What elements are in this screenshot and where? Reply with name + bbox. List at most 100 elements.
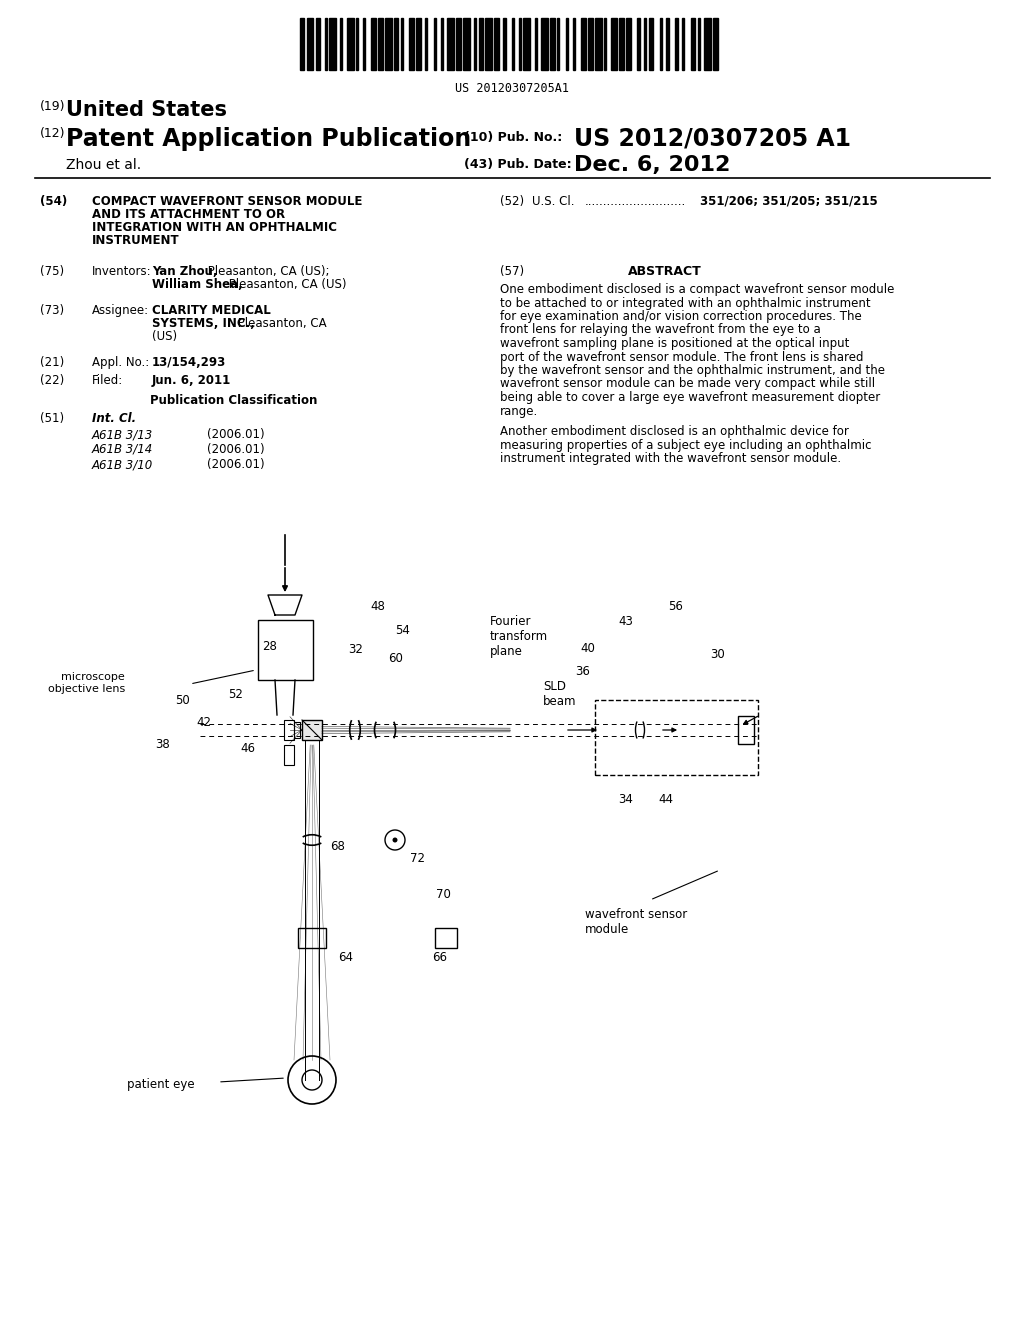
Bar	[300, 18, 304, 70]
Text: US 20120307205A1: US 20120307205A1	[455, 82, 569, 95]
Text: Assignee:: Assignee:	[92, 304, 150, 317]
Bar	[315, 18, 321, 70]
Text: Pleasanton, CA (US);: Pleasanton, CA (US);	[204, 265, 330, 279]
Text: (52): (52)	[500, 195, 524, 209]
Text: 40: 40	[580, 642, 595, 655]
Text: SLD
beam: SLD beam	[543, 680, 577, 708]
Text: to be attached to or integrated with an ophthalmic instrument: to be attached to or integrated with an …	[500, 297, 870, 309]
Text: 351/206; 351/205; 351/215: 351/206; 351/205; 351/215	[700, 195, 878, 209]
Bar	[714, 18, 718, 70]
Text: Patent Application Publication: Patent Application Publication	[66, 127, 471, 150]
Bar	[457, 18, 461, 70]
Text: INSTRUMENT: INSTRUMENT	[92, 234, 179, 247]
Bar	[485, 18, 493, 70]
Text: COMPACT WAVEFRONT SENSOR MODULE: COMPACT WAVEFRONT SENSOR MODULE	[92, 195, 362, 209]
Text: (43) Pub. Date:: (43) Pub. Date:	[464, 158, 571, 172]
Text: instrument integrated with the wavefront sensor module.: instrument integrated with the wavefront…	[500, 451, 841, 465]
Text: Dec. 6, 2012: Dec. 6, 2012	[574, 154, 730, 176]
Bar	[738, 715, 754, 744]
Bar	[697, 18, 699, 70]
Text: Int. Cl.: Int. Cl.	[92, 412, 136, 425]
Bar	[440, 18, 443, 70]
Text: wavefront sensor module can be made very compact while still: wavefront sensor module can be made very…	[500, 378, 876, 391]
Text: A61B 3/14: A61B 3/14	[92, 444, 154, 455]
Text: (10) Pub. No.:: (10) Pub. No.:	[464, 131, 562, 144]
Text: (21): (21)	[40, 356, 65, 370]
Text: CLARITY MEDICAL: CLARITY MEDICAL	[152, 304, 270, 317]
Text: wavefront sensor
module: wavefront sensor module	[585, 908, 687, 936]
Text: 64: 64	[338, 950, 353, 964]
Bar	[474, 18, 476, 70]
Bar	[512, 18, 514, 70]
Bar	[667, 18, 669, 70]
Text: (2006.01): (2006.01)	[207, 458, 264, 471]
Text: Publication Classification: Publication Classification	[150, 393, 317, 407]
Text: (73): (73)	[40, 304, 65, 317]
Text: United States: United States	[66, 100, 227, 120]
Bar	[637, 18, 640, 70]
Bar	[340, 18, 342, 70]
Text: Jun. 6, 2011: Jun. 6, 2011	[152, 374, 231, 387]
Bar	[705, 18, 711, 70]
Text: US 2012/0307205 A1: US 2012/0307205 A1	[574, 127, 851, 150]
Text: 48: 48	[370, 601, 385, 612]
Bar	[659, 18, 662, 70]
Text: SYSTEMS, INC.,: SYSTEMS, INC.,	[152, 317, 255, 330]
Text: A61B 3/13: A61B 3/13	[92, 428, 154, 441]
Bar	[356, 18, 358, 70]
Text: AND ITS ATTACHMENT TO OR: AND ITS ATTACHMENT TO OR	[92, 209, 285, 220]
Bar	[550, 18, 555, 70]
Text: Inventors:: Inventors:	[92, 265, 152, 279]
Bar	[495, 18, 499, 70]
Text: 56: 56	[668, 601, 683, 612]
Text: 30: 30	[710, 648, 725, 661]
Text: Fourier
transform
plane: Fourier transform plane	[490, 615, 548, 657]
Bar	[425, 18, 427, 70]
Text: range.: range.	[500, 404, 539, 417]
Text: (19): (19)	[40, 100, 66, 114]
Text: 60: 60	[388, 652, 402, 665]
Text: Appl. No.:: Appl. No.:	[92, 356, 150, 370]
Bar	[626, 18, 631, 70]
Text: 38: 38	[155, 738, 170, 751]
Text: U.S. Cl.: U.S. Cl.	[532, 195, 574, 209]
Text: (22): (22)	[40, 374, 65, 387]
Bar	[644, 18, 646, 70]
Text: patient eye: patient eye	[127, 1078, 195, 1092]
Bar	[258, 620, 313, 680]
Text: for eye examination and/or vision correction procedures. The: for eye examination and/or vision correc…	[500, 310, 862, 323]
Circle shape	[392, 837, 397, 842]
Text: William Shea,: William Shea,	[152, 279, 243, 290]
Text: by the wavefront sensor and the ophthalmic instrument, and the: by the wavefront sensor and the ophthalm…	[500, 364, 885, 378]
Bar	[394, 18, 398, 70]
Text: measuring properties of a subject eye including an ophthalmic: measuring properties of a subject eye in…	[500, 438, 871, 451]
Text: (57): (57)	[500, 265, 524, 279]
Bar	[400, 18, 402, 70]
Bar	[582, 18, 586, 70]
Bar	[302, 719, 322, 741]
Bar	[284, 719, 294, 741]
Bar	[378, 18, 383, 70]
Bar	[447, 18, 455, 70]
Bar	[557, 18, 559, 70]
Text: A61B 3/10: A61B 3/10	[92, 458, 154, 471]
Bar	[435, 928, 457, 948]
Text: 42: 42	[196, 715, 211, 729]
Text: (US): (US)	[152, 330, 177, 343]
Bar	[284, 744, 294, 766]
Text: Pleasanton, CA (US): Pleasanton, CA (US)	[225, 279, 346, 290]
Text: (51): (51)	[40, 412, 65, 425]
Text: (2006.01): (2006.01)	[207, 444, 264, 455]
Text: microscope
objective lens: microscope objective lens	[48, 672, 125, 693]
Bar	[329, 18, 336, 70]
Text: front lens for relaying the wavefront from the eye to a: front lens for relaying the wavefront fr…	[500, 323, 821, 337]
Bar	[523, 18, 530, 70]
Text: 36: 36	[575, 665, 590, 678]
Bar	[504, 18, 506, 70]
Text: 68: 68	[330, 840, 345, 853]
Text: 32: 32	[348, 643, 362, 656]
Text: port of the wavefront sensor module. The front lens is shared: port of the wavefront sensor module. The…	[500, 351, 863, 363]
Bar	[298, 928, 326, 948]
Bar	[479, 18, 483, 70]
Text: Zhou et al.: Zhou et al.	[66, 158, 141, 172]
